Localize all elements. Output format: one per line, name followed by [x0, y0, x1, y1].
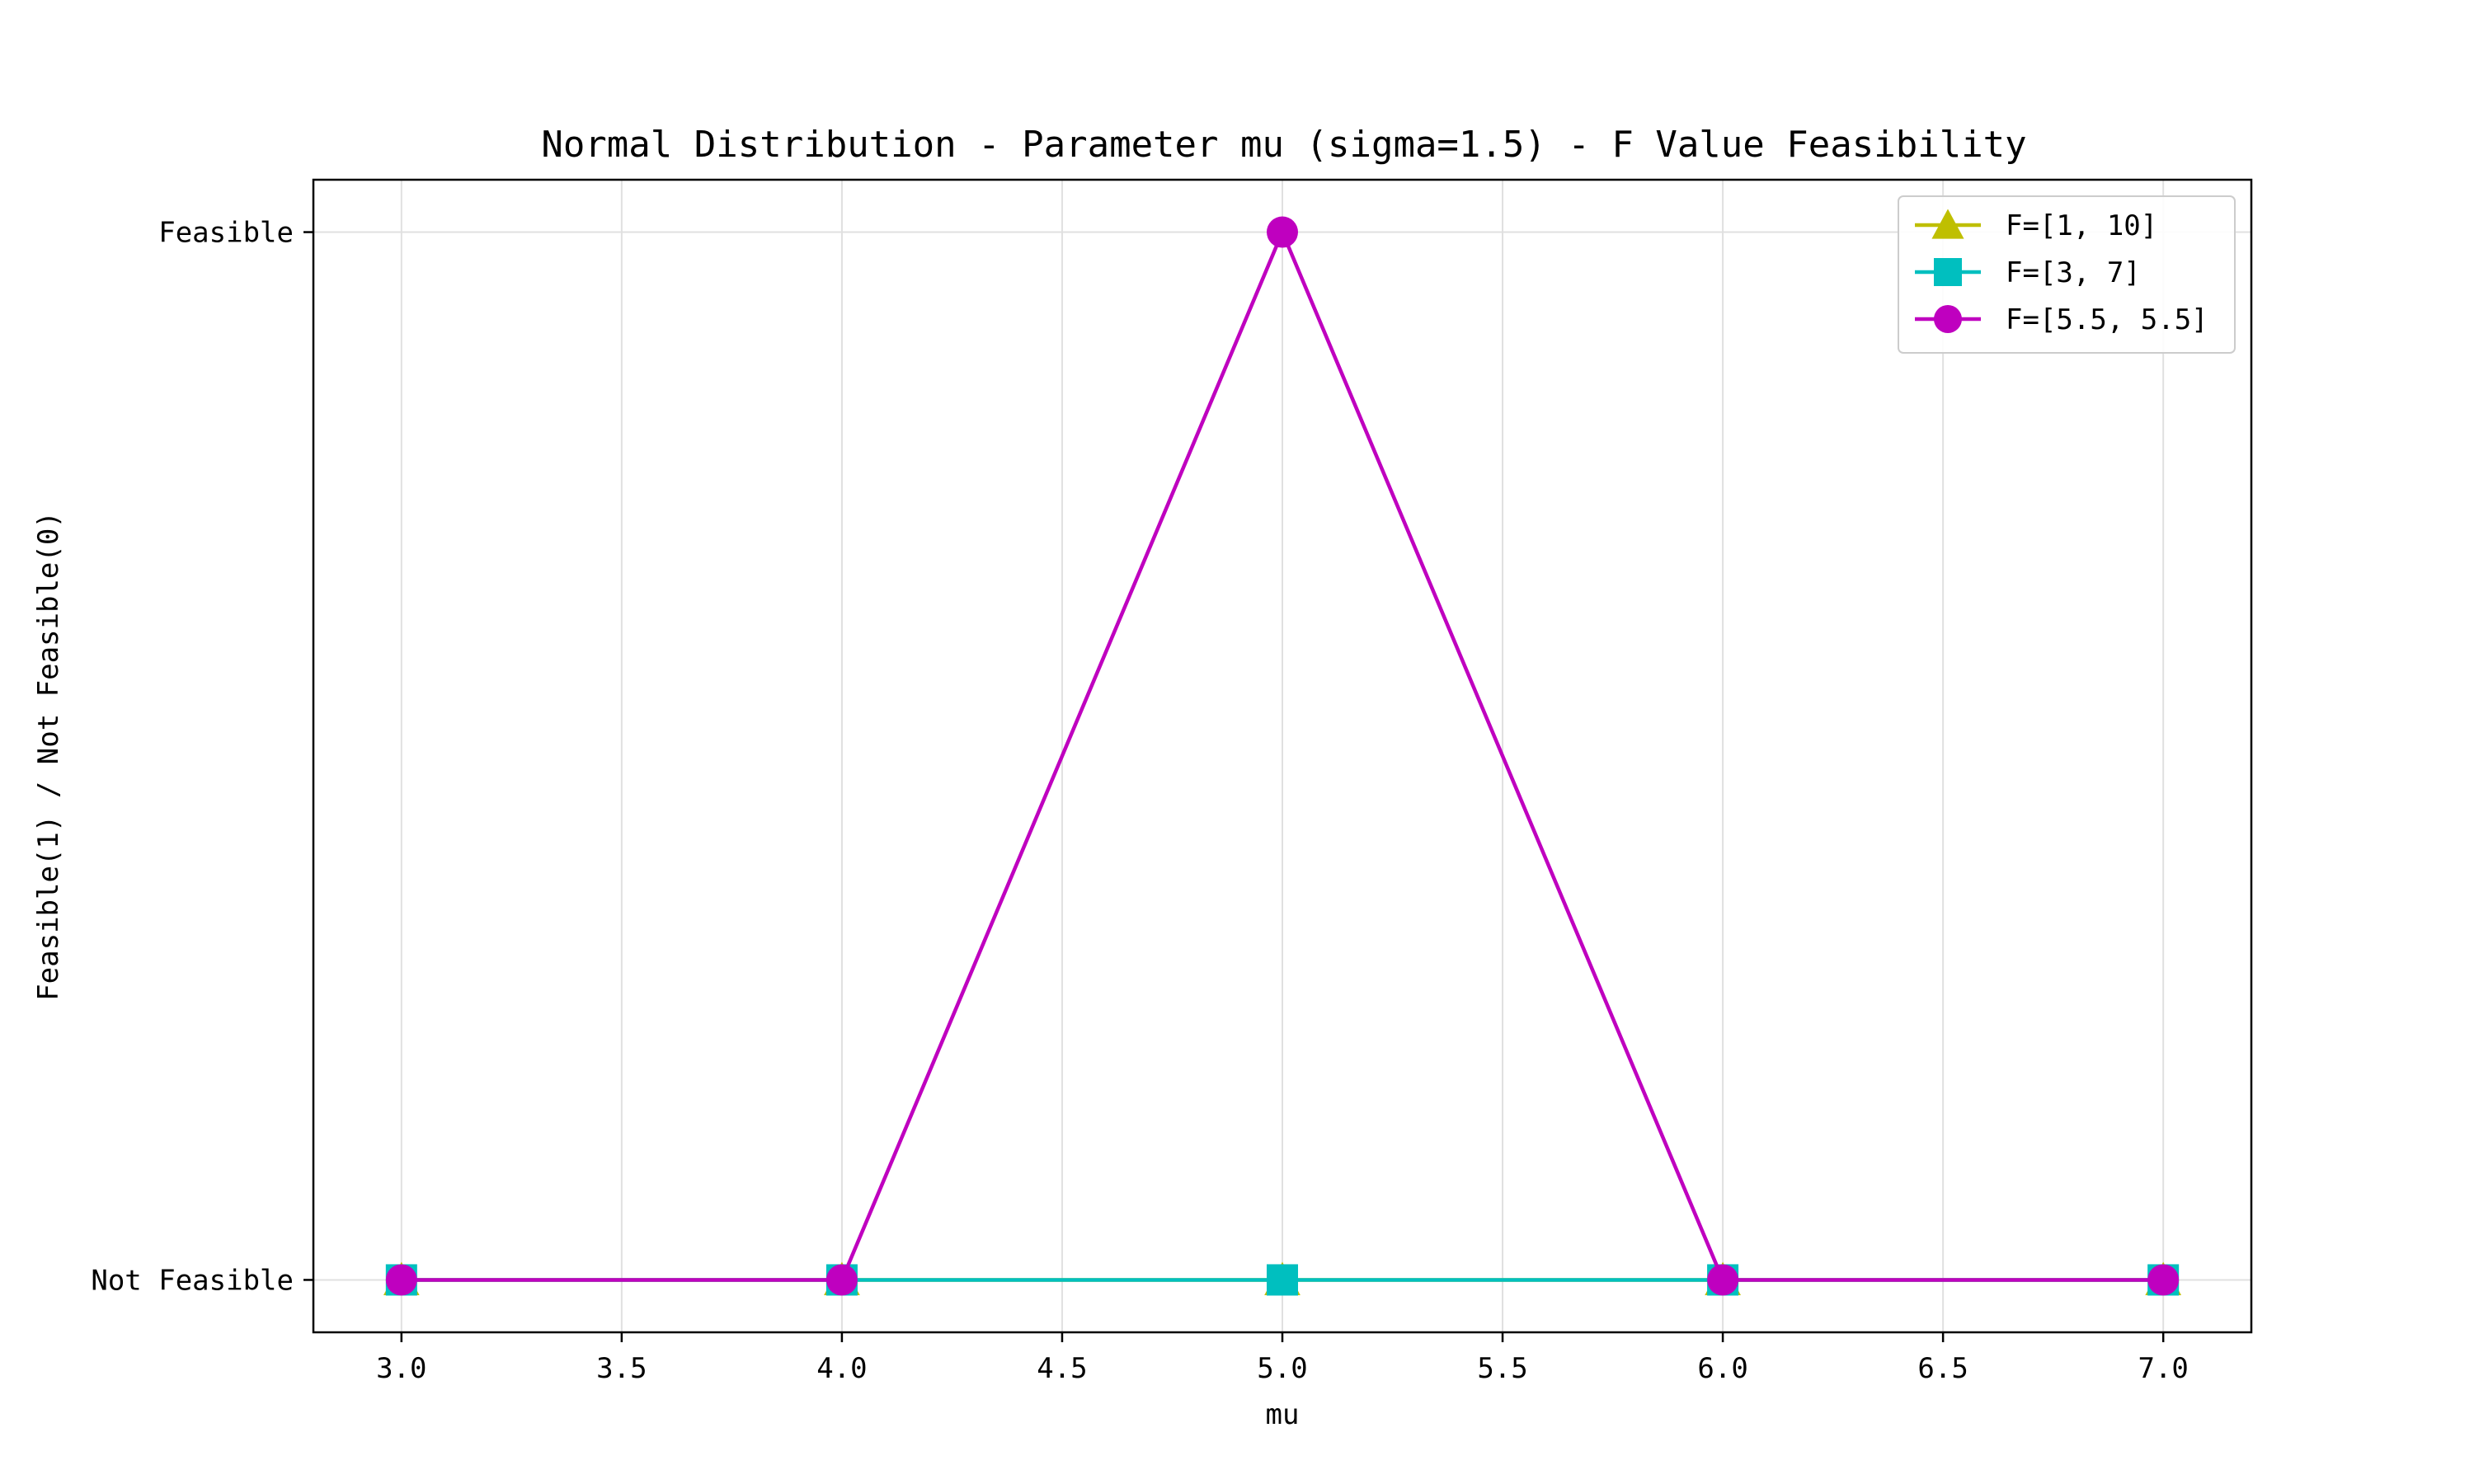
x-tick-label: 5.0 [1257, 1352, 1307, 1385]
data-point [385, 1264, 417, 1296]
axis-ticks: 3.0 3.5 4.0 4.5 5.0 5.5 6.0 6.5 7.0 Not Feasible F… [91, 217, 2189, 1385]
x-tick-label: 3.0 [376, 1352, 426, 1385]
legend-marker [1934, 258, 1962, 286]
legend-marker [1931, 209, 1964, 239]
data-point [1267, 216, 1298, 248]
y-tick-label: Feasible [158, 217, 294, 250]
legend-label: F=[3, 7] [2006, 256, 2141, 289]
x-tick-label: 4.5 [1037, 1352, 1087, 1385]
plot-series [383, 216, 2182, 1296]
data-point [1267, 1264, 1298, 1296]
y-axis-label: Feasible(1) / Not Feasible(0) [32, 511, 65, 1001]
y-tick-label: Not Feasible [91, 1264, 294, 1297]
legend-box [1898, 195, 2236, 354]
x-tick-label: 6.5 [1917, 1352, 1968, 1385]
series-3 [385, 216, 2180, 1296]
legend-item: F=[3, 7] [1915, 256, 2141, 289]
x-tick-label: 4.0 [816, 1352, 867, 1385]
chart-title: Normal Distribution - Parameter mu (sigm… [541, 124, 2026, 166]
x-tick-label: 7.0 [2138, 1352, 2188, 1385]
x-axis-label: mu [1266, 1398, 1300, 1431]
data-point [2147, 1264, 2180, 1296]
legend-marker [1934, 305, 1962, 333]
legend: F=[1, 10] F=[3, 7] F=[5.5, 5.5] [1898, 195, 2236, 354]
data-point [1707, 1264, 1739, 1296]
x-tick-label: 6.0 [1697, 1352, 1747, 1385]
x-tick-label: 5.5 [1477, 1352, 1527, 1385]
data-point [825, 1264, 858, 1296]
legend-label: F=[1, 10] [2006, 209, 2157, 242]
legend-label: F=[5.5, 5.5] [2006, 303, 2208, 336]
legend-item: F=[1, 10] [1915, 209, 2157, 242]
legend-item: F=[5.5, 5.5] [1915, 303, 2208, 336]
x-tick-label: 3.5 [596, 1352, 647, 1385]
